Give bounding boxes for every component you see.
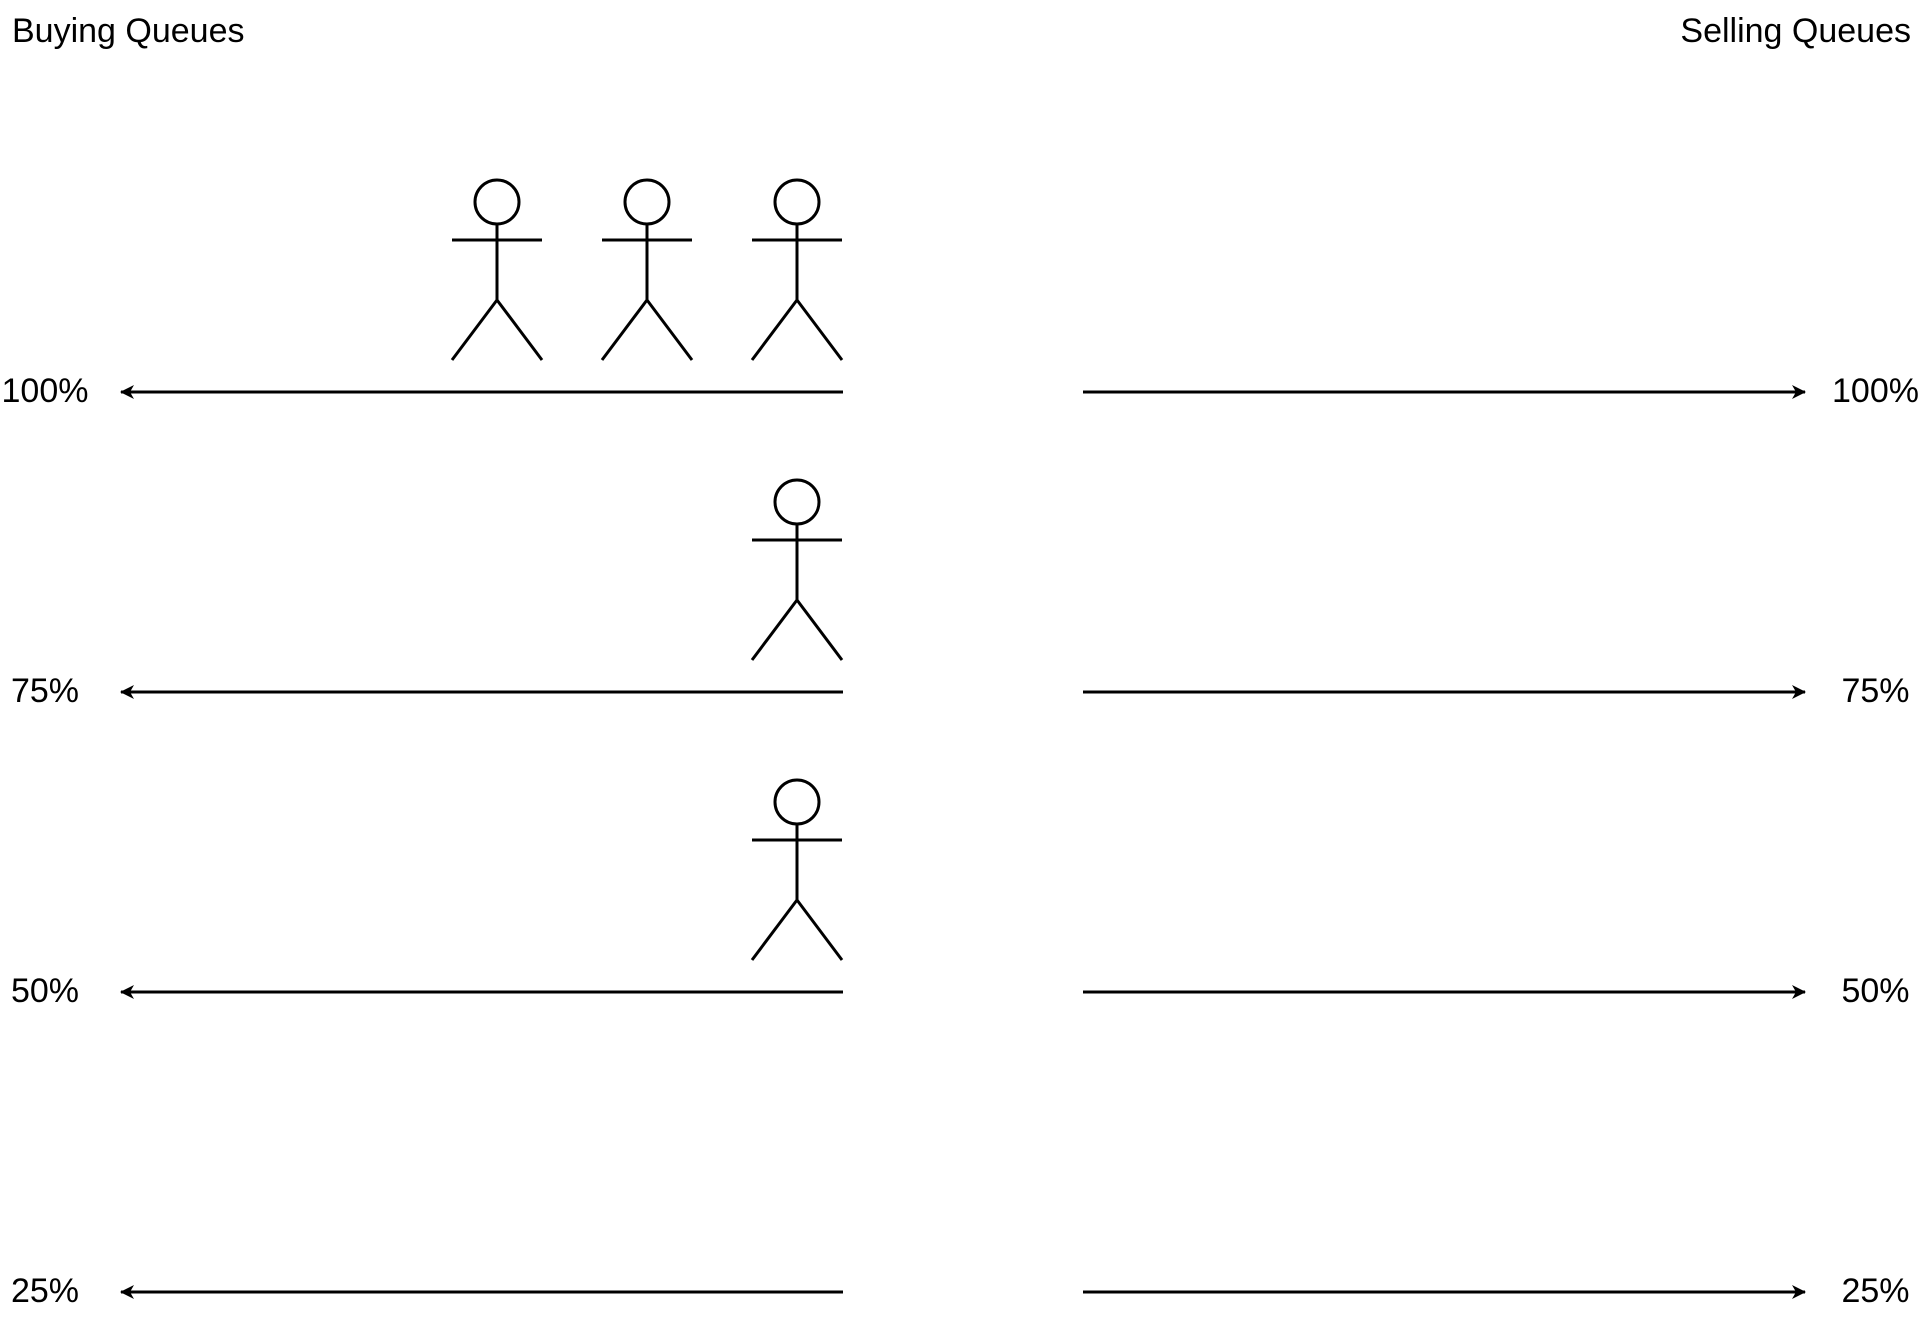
buyer-stick-figure-icon [750,178,844,361]
buyer-stick-figure-icon [600,178,694,361]
selling-queues-title: Selling Queues [1680,12,1911,50]
buying-queues-title: Buying Queues [12,12,245,50]
buying-level-label-25: 25% [10,1272,80,1310]
buyer-stick-figure-icon [450,178,544,361]
selling-level-label-25: 25% [1841,1272,1910,1310]
selling-level-label-75: 75% [1841,672,1910,710]
selling-level-label-100: 100% [1832,372,1919,410]
buying-level-label-100: 100% [1,372,89,410]
buying-level-label-75: 75% [10,672,80,710]
buyer-stick-figure-icon [750,478,844,661]
buying-level-label-50: 50% [10,972,80,1010]
buyer-stick-figure-icon [750,778,844,961]
selling-level-label-50: 50% [1841,972,1910,1010]
